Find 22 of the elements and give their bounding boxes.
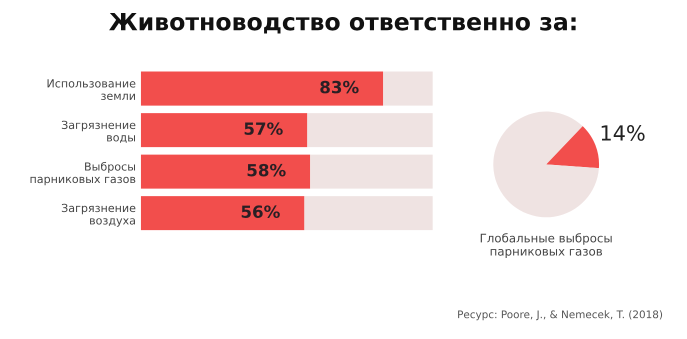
chart-title: Животноводство ответственно за:: [109, 13, 576, 34]
bar: [304, 196, 433, 230]
y-tick-label: Использование земли: [48, 79, 136, 100]
data-label: 58%: [248, 164, 286, 176]
text: Глобальные выбросы парниковых газов: [480, 233, 612, 258]
bar: [383, 72, 433, 106]
y-tick-label: Загрязнение воздуха: [62, 204, 136, 227]
data-label: 14%: [602, 125, 645, 141]
bar: [310, 154, 433, 189]
bar: [140, 113, 308, 148]
data-label: 57%: [244, 122, 283, 135]
bar: [307, 113, 433, 148]
pie-slice: [546, 126, 600, 168]
pie-slice: [493, 112, 599, 218]
text: Ресурс: Poore, J., & Nemecek, T. (2018): [458, 310, 662, 320]
bar: [140, 72, 384, 106]
bar: [140, 154, 310, 189]
data-label: 83%: [320, 80, 359, 94]
y-tick-label: Выбросы парниковых газов: [30, 162, 136, 186]
data-label: 56%: [242, 205, 280, 218]
y-tick-label: Загрязнение воды: [62, 120, 136, 143]
bar: [140, 196, 304, 230]
